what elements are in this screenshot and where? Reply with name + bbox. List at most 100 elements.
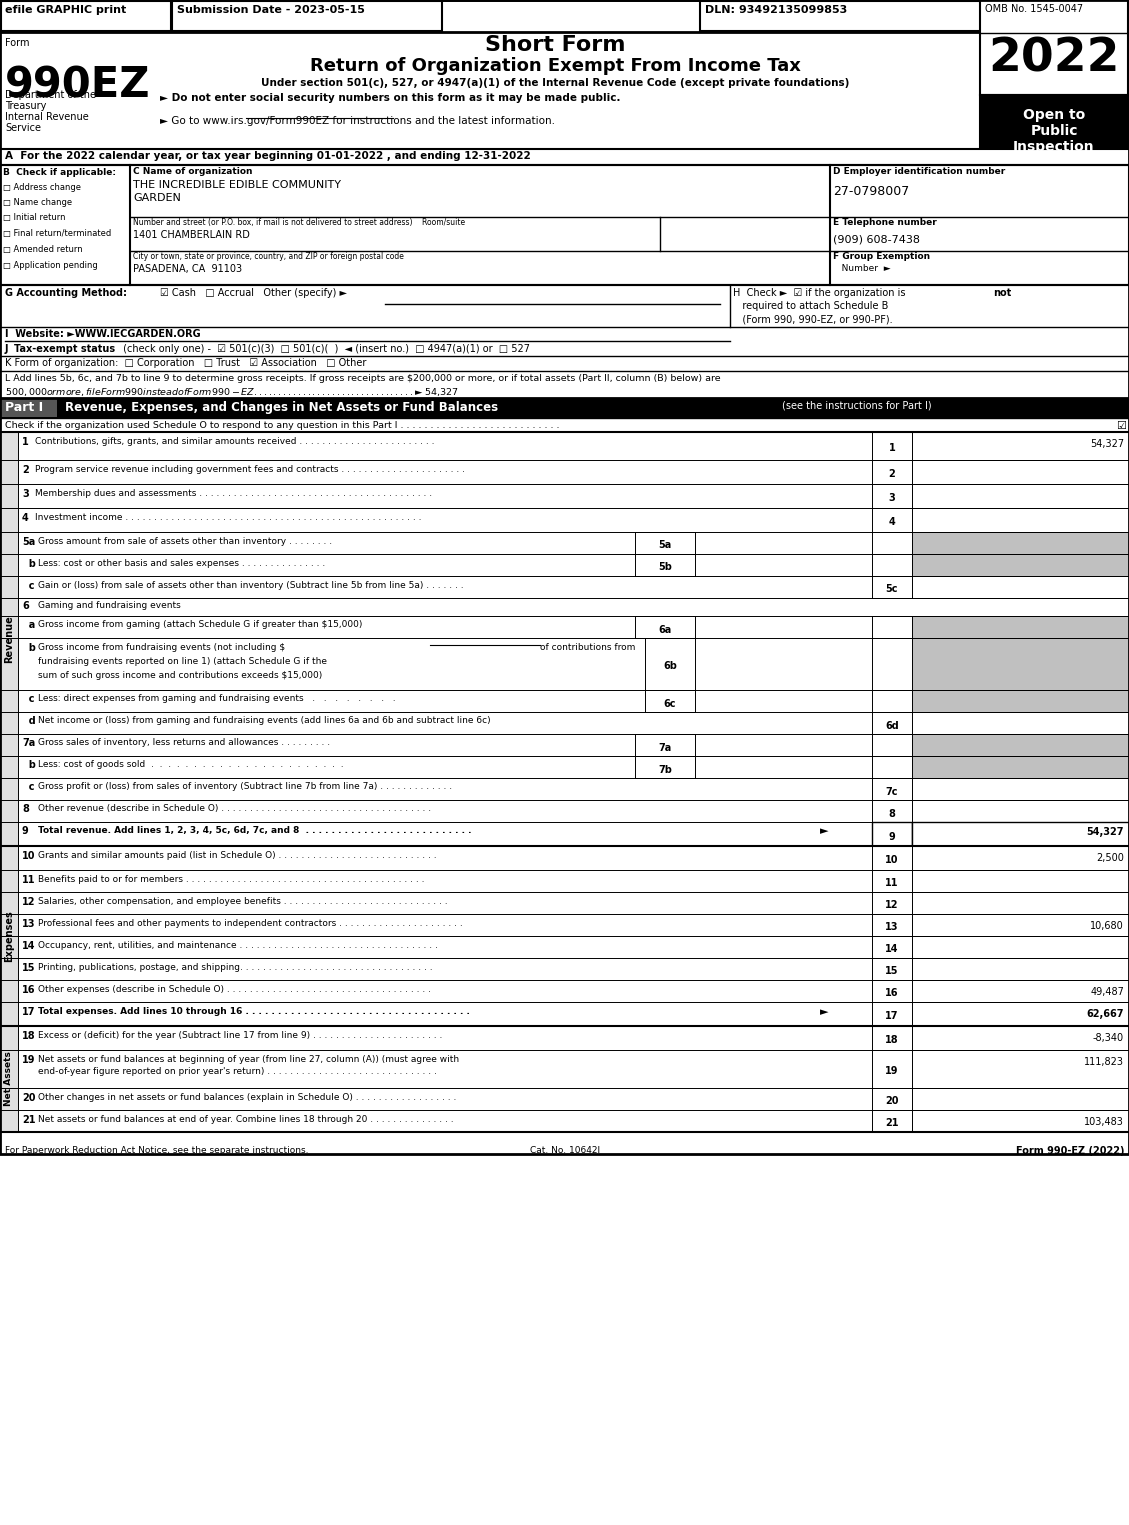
Text: 990EZ: 990EZ [5,66,150,107]
Text: Grants and similar amounts paid (list in Schedule O) . . . . . . . . . . . . . .: Grants and similar amounts paid (list in… [38,851,437,860]
Bar [634,532,695,554]
Text: 4: 4 [889,517,895,528]
Text: a: a [21,621,35,630]
Text: 1: 1 [889,442,895,453]
Text: 62,667: 62,667 [1086,1010,1124,1019]
Text: DLN: 93492135099853: DLN: 93492135099853 [704,5,847,15]
Bar [980,95,1128,159]
Bar [872,1026,912,1051]
Text: Gross amount from sale of assets other than inventory . . . . . . . .: Gross amount from sale of assets other t… [38,537,332,546]
Text: ☑: ☑ [1115,421,1126,432]
Text: □ Name change: □ Name change [3,198,72,207]
Bar [912,981,1129,1002]
Text: 20: 20 [885,1096,899,1106]
Bar [872,913,912,936]
Text: 3: 3 [21,490,28,499]
Text: 6b: 6b [663,660,677,671]
Text: F Group Exemption: F Group Exemption [833,252,930,261]
Text: (check only one) -  ☑ 501(c)(3)  □ 501(c)(  )  ◄ (insert no.)  □ 4947(a)(1) or  : (check only one) - ☑ 501(c)(3) □ 501(c)(… [120,345,530,354]
Bar [0,0,1129,32]
Text: 1401 CHAMBERLAIN RD: 1401 CHAMBERLAIN RD [133,230,250,239]
Text: 2022: 2022 [988,37,1120,82]
Text: □ Application pending: □ Application pending [3,261,98,270]
Text: 14: 14 [21,941,35,952]
Text: Net assets or fund balances at beginning of year (from line 27, column (A)) (mus: Net assets or fund balances at beginning… [38,1055,460,1064]
Text: Professional fees and other payments to independent contractors . . . . . . . . : Professional fees and other payments to … [38,920,463,929]
Bar [912,778,1129,801]
Bar [872,958,912,981]
Text: 10,680: 10,680 [1091,921,1124,930]
Bar [634,616,695,637]
Bar [872,846,912,869]
Text: ► Do not enter social security numbers on this form as it may be made public.: ► Do not enter social security numbers o… [160,93,621,104]
Text: 103,483: 103,483 [1084,1116,1124,1127]
Text: Other changes in net assets or fund balances (explain in Schedule O) . . . . . .: Other changes in net assets or fund bala… [38,1093,456,1103]
Text: ► Go to www.irs.gov/Form990EZ for instructions and the latest information.: ► Go to www.irs.gov/Form990EZ for instru… [160,116,555,127]
Text: Occupancy, rent, utilities, and maintenance . . . . . . . . . . . . . . . . . . : Occupancy, rent, utilities, and maintena… [38,941,438,950]
Text: required to attach Schedule B: required to attach Schedule B [733,300,889,311]
Text: Gross sales of inventory, less returns and allowances . . . . . . . . .: Gross sales of inventory, less returns a… [38,738,330,747]
Bar [0,846,18,1026]
Text: not: not [994,288,1012,297]
Text: PASADENA, CA  91103: PASADENA, CA 91103 [133,264,242,274]
Bar [872,532,912,554]
Bar [0,0,1129,1154]
Text: 49,487: 49,487 [1091,987,1124,997]
Bar [700,2,1128,30]
Text: Cat. No. 10642I: Cat. No. 10642I [530,1145,599,1154]
Text: Tax-exempt status: Tax-exempt status [14,345,115,354]
Bar [912,1087,1129,1110]
Text: Excess or (deficit) for the year (Subtract line 17 from line 9) . . . . . . . . : Excess or (deficit) for the year (Subtra… [38,1031,443,1040]
Text: c: c [21,694,35,705]
Bar [872,432,912,461]
Text: b: b [21,759,36,770]
Bar [634,734,695,756]
Text: 3: 3 [889,493,895,503]
Text: sum of such gross income and contributions exceeds $15,000): sum of such gross income and contributio… [38,671,322,680]
Text: □ Amended return: □ Amended return [3,246,82,255]
Bar [912,892,1129,913]
Bar [872,778,912,801]
Text: □ Final return/terminated: □ Final return/terminated [3,229,112,238]
Text: 13: 13 [885,923,899,932]
Text: 20: 20 [21,1093,35,1103]
Bar [634,756,695,778]
Text: 15: 15 [21,962,35,973]
Text: 12: 12 [885,900,899,910]
Bar [872,1110,912,1132]
Text: C Name of organization: C Name of organization [133,168,253,175]
Text: 7a: 7a [658,743,672,753]
Text: 5a: 5a [658,540,672,551]
Bar [872,616,912,637]
Bar [645,689,695,712]
Text: Gross income from fundraising events (not including $: Gross income from fundraising events (no… [38,644,286,653]
Text: b: b [21,560,36,569]
Text: c: c [21,782,35,791]
Text: E Telephone number: E Telephone number [833,218,937,227]
Bar [872,637,912,689]
Text: 14: 14 [885,944,899,955]
Text: 6: 6 [21,601,28,612]
Bar [634,554,695,576]
Text: 15: 15 [885,965,899,976]
Text: Benefits paid to or for members . . . . . . . . . . . . . . . . . . . . . . . . : Benefits paid to or for members . . . . … [38,875,425,884]
Text: 11: 11 [885,878,899,888]
Text: fundraising events reported on line 1) (attach Schedule G if the: fundraising events reported on line 1) (… [38,657,327,666]
Text: d: d [21,717,36,726]
Text: K Form of organization:  □ Corporation   □ Trust   ☑ Association   □ Other: K Form of organization: □ Corporation □ … [5,358,367,368]
Text: Total revenue. Add lines 1, 2, 3, 4, 5c, 6d, 7c, and 8  . . . . . . . . . . . . : Total revenue. Add lines 1, 2, 3, 4, 5c,… [38,827,472,836]
Text: Net assets or fund balances at end of year. Combine lines 18 through 20 . . . . : Net assets or fund balances at end of ye… [38,1115,454,1124]
Text: Number and street (or P.O. box, if mail is not delivered to street address)    R: Number and street (or P.O. box, if mail … [133,218,465,227]
Bar [912,869,1129,892]
Text: Less: cost of goods sold  .  .  .  .  .  .  .  .  .  .  .  .  .  .  .  .  .  .  : Less: cost of goods sold . . . . . . . .… [38,759,343,769]
Text: 16: 16 [21,985,35,994]
Bar [872,801,912,822]
Bar [872,822,912,846]
Bar [912,432,1129,461]
Text: $500,000 or more, file Form 990 instead of Form 990-EZ . . . . . . . . . . . . .: $500,000 or more, file Form 990 instead … [5,386,460,398]
Text: Program service revenue including government fees and contracts . . . . . . . . : Program service revenue including govern… [35,465,465,474]
Bar [872,734,912,756]
Bar [1,2,170,30]
Text: 18: 18 [885,1035,899,1045]
Bar [912,1026,1129,1051]
